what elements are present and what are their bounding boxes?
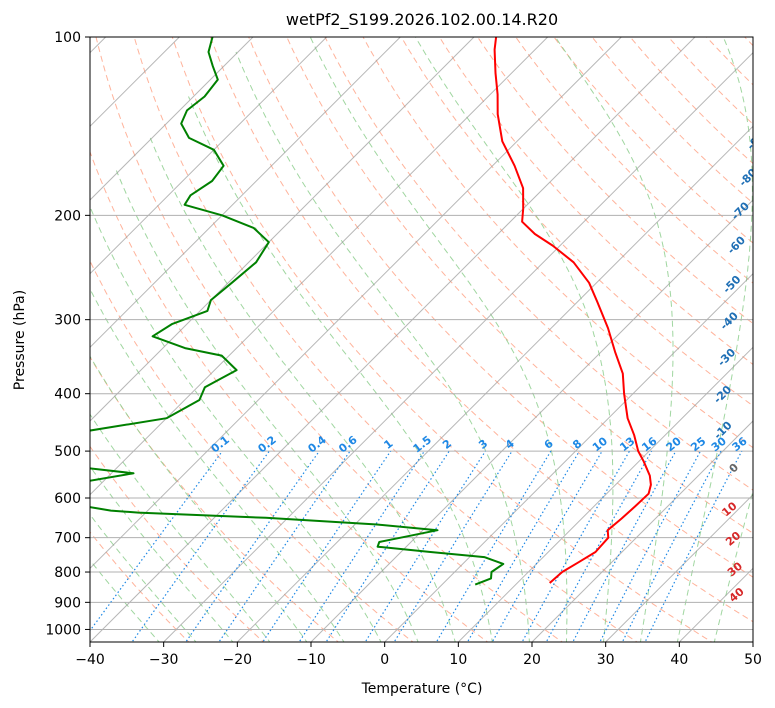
- y-tick-label: 600: [54, 491, 81, 507]
- dry-adiabat: [90, 150, 489, 642]
- moist-adiabat: [90, 513, 197, 642]
- temperature-profile: [493, 37, 652, 584]
- x-tick-label: −30: [149, 652, 179, 668]
- isotherm-line: [90, 37, 475, 422]
- y-tick-label: 700: [54, 531, 81, 547]
- mixing-ratio-line: [466, 450, 580, 642]
- pressure-gridlines: [90, 37, 753, 630]
- y-tick-label: 800: [54, 565, 81, 581]
- isotherms: [90, 37, 753, 642]
- mixing-ratio-line: [572, 450, 677, 642]
- y-tick-label: 500: [54, 444, 81, 460]
- mixing-ratio-line: [364, 450, 486, 642]
- isotherm-line: [531, 420, 753, 642]
- moist-adiabat: [90, 559, 160, 642]
- isotherm-line: [310, 199, 753, 642]
- moist-adiabat: [188, 96, 493, 642]
- x-tick-label: −20: [223, 652, 253, 668]
- moist-adiabat: [149, 137, 456, 642]
- y-axis: 100 200 300 400 500 600 700 800 900 1000: [45, 30, 90, 638]
- moist-adiabat: [90, 355, 308, 642]
- y-tick-label: 900: [54, 595, 81, 611]
- mixing-ratio-line: [621, 450, 722, 642]
- x-tick-label: 20: [523, 652, 541, 668]
- mixing-ratio-line: [298, 450, 425, 642]
- x-tick-label: 30: [597, 652, 615, 668]
- mixing-ratio-line: [185, 450, 320, 642]
- mixing-ratio-line: [393, 450, 513, 642]
- x-tick-label: 40: [670, 652, 688, 668]
- mixing-ratio-line: [325, 450, 450, 642]
- x-tick-label: −10: [296, 652, 326, 668]
- isotherm-line: [90, 37, 328, 275]
- moist-adiabat: [90, 413, 271, 642]
- dewpoint-profile: [90, 37, 505, 586]
- isotherm-line: [90, 37, 622, 570]
- isotherm-line: [236, 125, 753, 642]
- x-tick-label: 50: [744, 652, 762, 668]
- y-tick-label: 300: [54, 313, 81, 329]
- isotherm-line: [90, 37, 254, 201]
- moist-adiabat: [90, 205, 382, 642]
- moist-adiabat: [90, 465, 234, 642]
- moist-adiabat: [90, 288, 345, 642]
- isotherm-line: [457, 346, 753, 642]
- isotherm-line: [90, 37, 549, 496]
- mixing-ratio-line: [131, 450, 270, 642]
- plot-frame: [89, 36, 754, 643]
- x-axis-title: Temperature (°C): [361, 681, 483, 697]
- x-tick-label: −40: [75, 652, 105, 668]
- y-tick-label: 100: [54, 30, 81, 46]
- y-tick-label: 1000: [45, 622, 81, 638]
- chart-title: wetPf2_S199.2026.102.00.14.R20: [286, 10, 558, 30]
- x-tick-label: 10: [449, 652, 467, 668]
- x-axis: −40 −30 −20 −10 0 10 20 30 40 50: [75, 642, 762, 668]
- isotherm-line: [605, 493, 753, 642]
- sounding-profiles: [90, 37, 652, 586]
- x-tick-label: 0: [380, 652, 389, 668]
- isotherm-line: [163, 51, 753, 642]
- mixing-ratio-line: [218, 450, 351, 642]
- mixing-ratio-line: [599, 450, 702, 642]
- y-tick-label: 200: [54, 208, 81, 224]
- y-axis-title: Pressure (hPa): [12, 290, 28, 390]
- y-tick-label: 400: [54, 387, 81, 403]
- isotherm-line: [90, 37, 401, 349]
- mixing-ratio-lines: [90, 450, 743, 642]
- isotherm-label: -90: [744, 129, 767, 152]
- dry-adiabat: [90, 259, 414, 642]
- moist-adiabat: [115, 170, 419, 642]
- mixing-ratio-line: [262, 450, 392, 642]
- isotherm-line: [384, 272, 753, 642]
- mixing-ratio-line: [90, 450, 223, 632]
- plot-area: 0.10.20.40.611.52346810131620253036-100-…: [90, 37, 767, 642]
- isotherm-line: [90, 37, 696, 642]
